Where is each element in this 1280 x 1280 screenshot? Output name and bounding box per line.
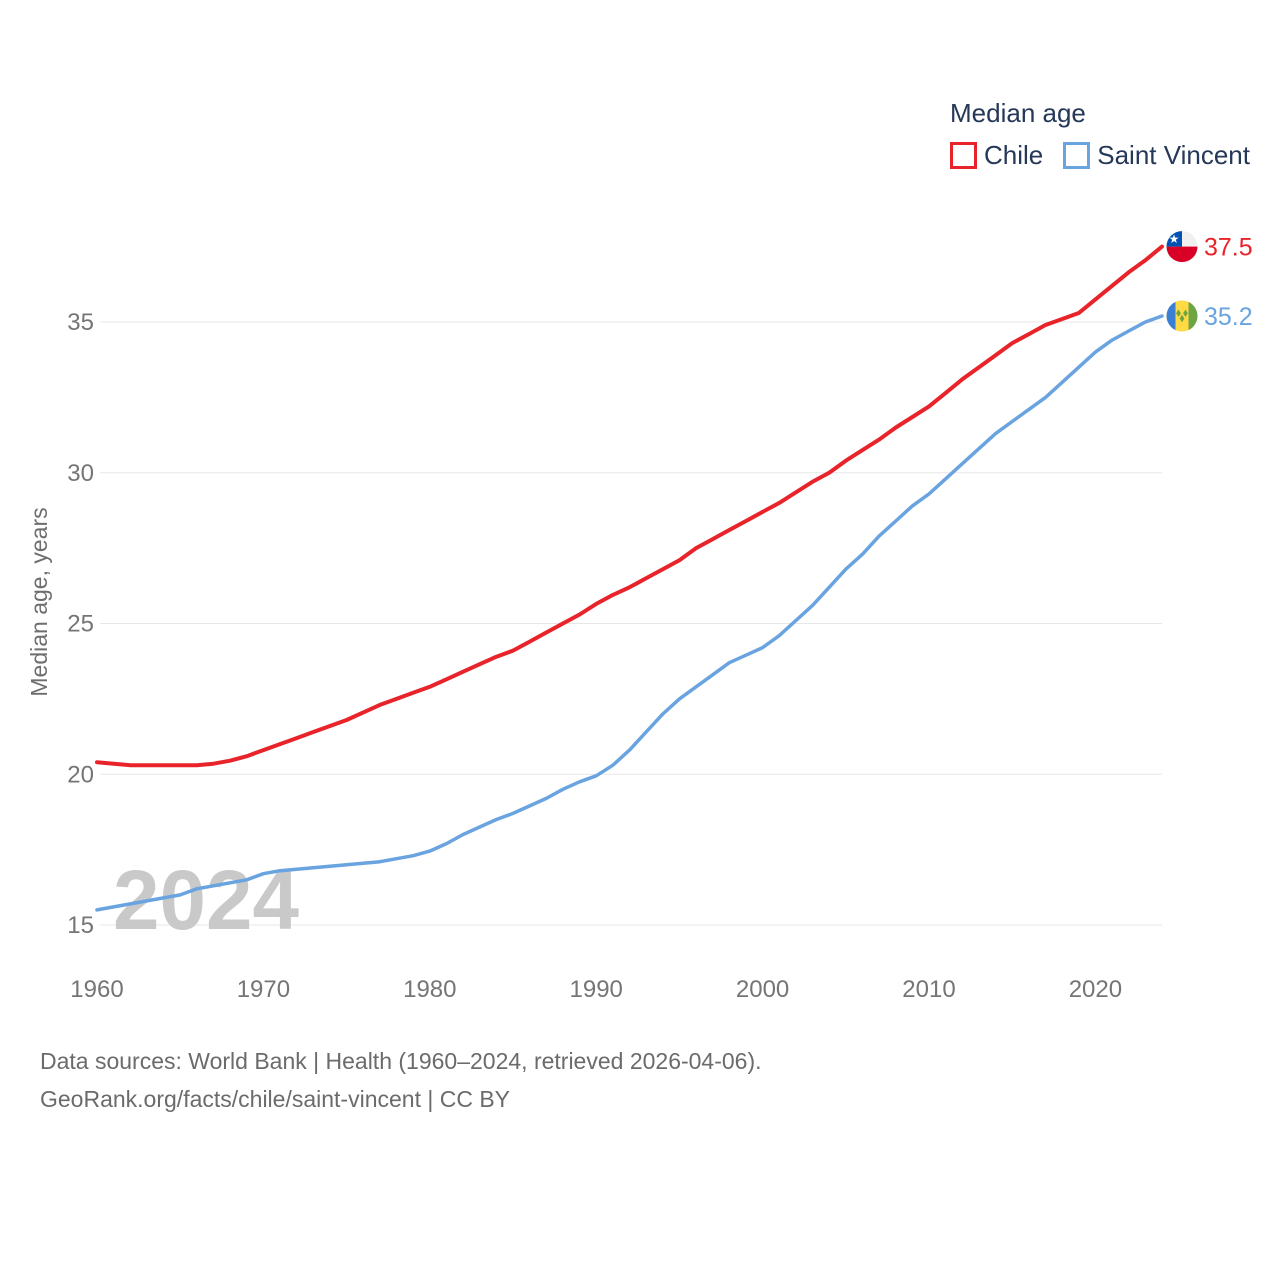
legend-item-chile-label: Chile xyxy=(984,140,1044,170)
x-tick-label-1990: 1990 xyxy=(570,976,623,1003)
y-tick-label-25: 25 xyxy=(67,611,94,638)
saint-vincent-swatch-icon xyxy=(1063,142,1091,169)
y-tick-label-35: 35 xyxy=(67,309,94,336)
legend-item-saint-vincent[interactable]: Saint Vincent xyxy=(1063,140,1250,171)
grid-layer: 15 20 25 30 35 xyxy=(67,309,1162,939)
legend-title: Median age xyxy=(950,98,1086,128)
x-tick-label-1960: 1960 xyxy=(70,976,123,1003)
x-tick-label-1970: 1970 xyxy=(237,976,290,1003)
saint-vincent-end-value: 35.2 xyxy=(1204,303,1253,331)
attribution-line: GeoRank.org/facts/chile/saint-vincent | … xyxy=(40,1086,511,1112)
legend-item-saint-vincent-label: Saint Vincent xyxy=(1097,140,1250,170)
data-sources-line: Data sources: World Bank | Health (1960–… xyxy=(40,1048,762,1074)
x-tick-label-2020: 2020 xyxy=(1069,976,1122,1003)
legend-item-chile[interactable]: Chile xyxy=(950,140,1043,171)
watermark-year: 2024 xyxy=(113,853,299,947)
chile-line[interactable] xyxy=(95,244,1164,768)
footer: Data sources: World Bank | Health (1960–… xyxy=(40,1042,762,1118)
x-tick-label-2000: 2000 xyxy=(736,976,789,1003)
chile-flag-icon: ★ xyxy=(1166,231,1198,263)
chile-end-value: 37.5 xyxy=(1204,234,1253,262)
y-axis-title: Median age, years xyxy=(26,507,52,696)
x-axis-layer: 1960 1970 1980 1990 2000 2010 2020 xyxy=(70,976,1122,1003)
y-tick-label-20: 20 xyxy=(67,761,94,788)
x-tick-label-2010: 2010 xyxy=(902,976,955,1003)
y-tick-label-30: 30 xyxy=(67,460,94,487)
saint-vincent-line[interactable] xyxy=(95,314,1164,912)
legend-items: Chile Saint Vincent xyxy=(950,140,1250,171)
series-layer xyxy=(95,244,1164,912)
chile-swatch-icon xyxy=(950,142,977,169)
legend: Median age Chile Saint Vincent xyxy=(950,98,1250,171)
chile-flag-star: ★ xyxy=(1169,232,1180,246)
x-tick-label-1980: 1980 xyxy=(403,976,456,1003)
saint-vincent-flag-icon xyxy=(1166,300,1198,332)
y-tick-label-15: 15 xyxy=(67,912,94,939)
